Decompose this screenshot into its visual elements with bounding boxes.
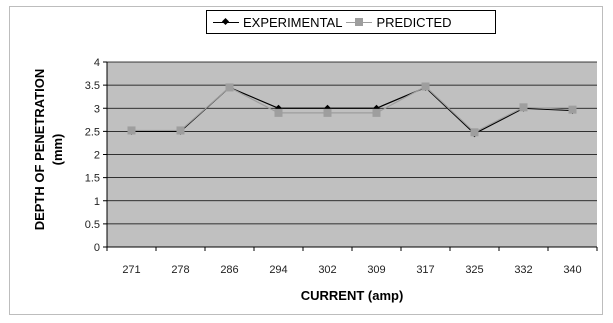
y-tick-label: 0.5 bbox=[85, 219, 100, 231]
legend: EXPERIMENTAL PREDICTED bbox=[206, 10, 496, 34]
y-tick-label: 0 bbox=[94, 242, 100, 254]
x-tick-label: 271 bbox=[122, 264, 140, 276]
x-tick-label: 317 bbox=[416, 264, 434, 276]
y-axis-unit: (mm) bbox=[50, 134, 65, 166]
square-marker-icon bbox=[355, 18, 364, 26]
y-axis-title: DEPTH OF PENETRATION bbox=[32, 69, 47, 231]
series-line-predicted bbox=[131, 85, 573, 134]
data-point-predicted bbox=[519, 103, 528, 112]
x-tick-label: 278 bbox=[171, 264, 189, 276]
legend-line-predicted bbox=[346, 17, 373, 27]
y-tick-label: 3.5 bbox=[85, 80, 100, 92]
data-point-predicted bbox=[568, 105, 577, 114]
data-point-predicted bbox=[421, 82, 430, 91]
legend-label-experimental: EXPERIMENTAL bbox=[243, 14, 343, 30]
x-tick-label: 340 bbox=[563, 264, 581, 276]
data-point-predicted bbox=[176, 126, 185, 135]
data-point-predicted bbox=[372, 108, 381, 117]
series-layer bbox=[127, 82, 577, 138]
legend-line-experimental bbox=[213, 17, 239, 27]
legend-item-predicted: PREDICTED bbox=[346, 14, 452, 30]
data-point-predicted bbox=[470, 128, 479, 137]
y-tick-label: 3 bbox=[94, 103, 100, 115]
data-point-predicted bbox=[274, 108, 283, 117]
legend-item-experimental: EXPERIMENTAL bbox=[213, 15, 342, 30]
data-point-predicted bbox=[323, 108, 332, 117]
y-tick-label: 4 bbox=[94, 57, 100, 69]
x-tick-label: 325 bbox=[465, 264, 483, 276]
x-tick-label: 332 bbox=[514, 264, 532, 276]
y-axis: 0 0.5 1 1.5 2 2.5 3 3.5 4 bbox=[85, 57, 108, 254]
x-tick-label: 286 bbox=[220, 264, 238, 276]
y-tick-label: 1.5 bbox=[85, 173, 100, 185]
y-tick-label: 2 bbox=[94, 150, 100, 162]
x-axis-title: CURRENT (amp) bbox=[301, 288, 404, 303]
x-tick-label: 309 bbox=[367, 264, 385, 276]
y-tick-label: 2.5 bbox=[85, 126, 100, 138]
x-axis: 271 278 286 294 302 309 317 325 332 340 bbox=[106, 246, 598, 276]
data-point-predicted bbox=[127, 126, 136, 135]
diamond-marker-icon bbox=[221, 17, 230, 26]
x-tick-label: 294 bbox=[269, 264, 287, 276]
legend-label-predicted: PREDICTED bbox=[376, 14, 452, 30]
data-point-predicted bbox=[225, 83, 234, 92]
y-tick-label: 1 bbox=[94, 196, 100, 208]
x-tick-label: 302 bbox=[318, 264, 336, 276]
